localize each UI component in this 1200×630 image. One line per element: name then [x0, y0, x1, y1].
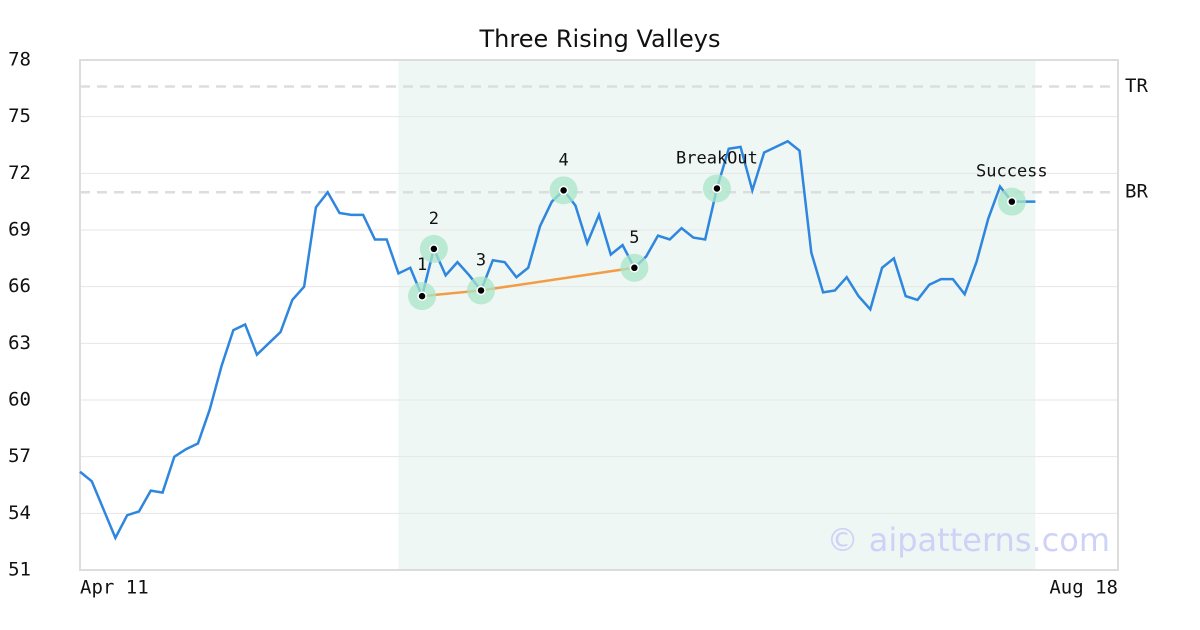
- point-label: 2: [429, 209, 439, 229]
- plot-frame: [79, 59, 1119, 571]
- point-label: Success: [976, 162, 1048, 182]
- shaded-region: [398, 60, 1036, 570]
- point-label: BreakOut: [676, 148, 758, 168]
- y-tick-label: 51: [8, 559, 31, 581]
- point-dot: [476, 285, 486, 296]
- x-tick-label: Aug 18: [1049, 577, 1118, 599]
- y-tick-label: 57: [8, 445, 31, 467]
- y-tick-label: 54: [8, 502, 31, 524]
- point-dot: [629, 263, 640, 273]
- x-tick-label: Apr 11: [80, 577, 149, 599]
- y-tick-label: 63: [8, 332, 31, 354]
- point-dot: [558, 185, 569, 196]
- y-tick-label: 72: [8, 162, 31, 184]
- point-label: 3: [476, 250, 486, 270]
- point-dot: [417, 291, 427, 301]
- point-label: 1: [417, 255, 427, 275]
- chart-title: Three Rising Valleys: [478, 25, 720, 53]
- watermark: © aipatterns.com: [827, 521, 1110, 559]
- point-dot: [1007, 196, 1017, 207]
- point-dot: [429, 244, 439, 254]
- level-label: BR: [1125, 181, 1148, 203]
- y-tick-label: 78: [8, 49, 31, 71]
- point-label: 5: [629, 228, 639, 248]
- point-dot: [712, 183, 722, 194]
- point-label: 4: [558, 150, 568, 170]
- y-tick-label: 69: [8, 219, 31, 241]
- y-tick-label: 60: [8, 389, 31, 411]
- y-tick-label: 75: [8, 105, 31, 127]
- y-tick-label: 66: [8, 275, 31, 297]
- level-label: TR: [1125, 75, 1148, 97]
